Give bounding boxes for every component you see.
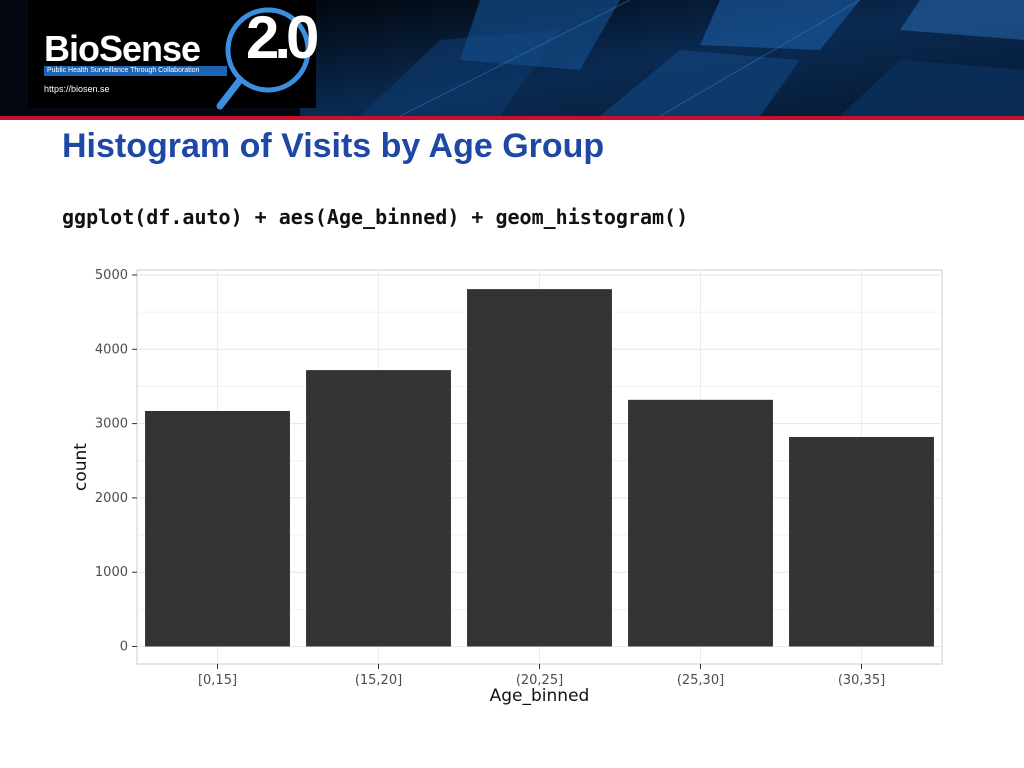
logo-name: BioSense: [44, 28, 201, 69]
magnifier-icon: [216, 7, 311, 110]
slide-title: Histogram of Visits by Age Group: [62, 127, 605, 165]
y-tick-label: 4000: [95, 342, 128, 357]
accent-divider: [0, 116, 1024, 120]
code-snippet: ggplot(df.auto) + aes(Age_binned) + geom…: [62, 205, 689, 229]
x-tick-label: (25,30]: [677, 673, 724, 688]
bar: [306, 370, 451, 647]
y-tick-label: 5000: [95, 268, 128, 283]
logo-version: 2.0: [246, 4, 319, 71]
x-tick-label: (20,25]: [516, 673, 563, 688]
bar: [467, 289, 612, 647]
y-tick-label: 0: [120, 640, 128, 655]
logo-tagline: Public Health Surveillance Through Colla…: [44, 66, 227, 76]
x-tick-label: (15,20]: [355, 673, 402, 688]
x-axis-title: Age_binned: [490, 686, 590, 706]
logo-url: https://biosen.se: [44, 84, 110, 94]
bar: [789, 436, 934, 647]
y-tick-label: 2000: [95, 491, 128, 506]
x-tick-label: [0,15]: [198, 673, 237, 688]
x-tick-label: (30,35]: [838, 673, 885, 688]
y-axis-title: count: [71, 443, 91, 491]
bar: [145, 410, 290, 647]
y-tick-label: 1000: [95, 565, 128, 580]
biosense-logo[interactable]: BioSense Public Health Surveillance Thro…: [28, 0, 319, 110]
bar: [628, 399, 773, 647]
histogram-chart: 0 1000 2000 3000 4000 5000 [0,15] (15,20] (20,25…: [71, 268, 943, 706]
header-banner: BioSense Public Health Surveillance Thro…: [0, 0, 1024, 116]
banner-background-art: [300, 0, 1024, 116]
y-tick-label: 3000: [95, 417, 128, 432]
